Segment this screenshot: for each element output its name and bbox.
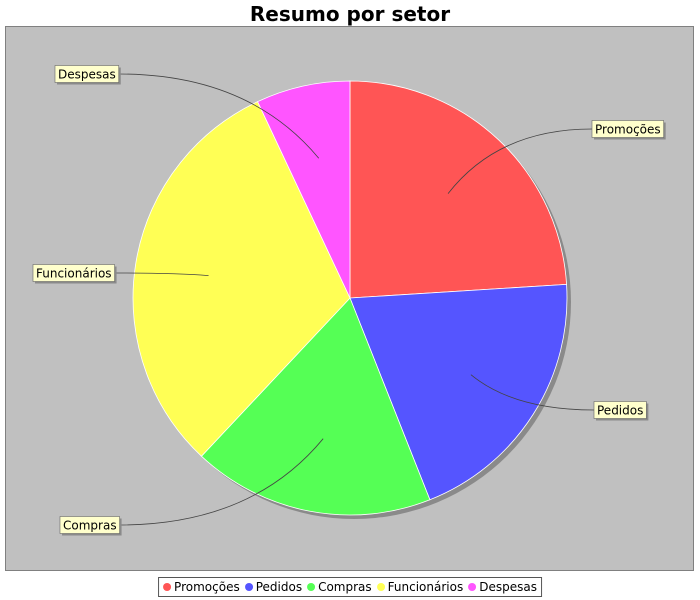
leader-line-promocoes (447, 128, 593, 194)
leader-line-funcionarios (114, 272, 209, 276)
slice-label-promocoes: Promoções (591, 120, 666, 140)
legend-label: Despesas (479, 580, 537, 594)
legend-item-compras: Compras (307, 580, 372, 594)
slice-label-box (591, 120, 664, 138)
pie-slice-promocoes (349, 80, 567, 299)
leader-line-despesas (118, 73, 320, 159)
legend-swatch (244, 583, 253, 591)
pie-labels: Promoções Pedidos Compras Funcionários Despe… (32, 65, 666, 536)
slice-label-text: Compras (63, 519, 117, 533)
legend-item-despesas: Despesas (468, 580, 537, 594)
legend-label: Pedidos (255, 580, 303, 594)
legend: Promoções Pedidos Compras Funcionários Despe… (158, 577, 542, 597)
slice-label-despesas: Despesas (54, 65, 121, 85)
slice-label-box (32, 264, 115, 282)
legend-swatch (163, 583, 172, 591)
legend-label: Funcionários (387, 580, 464, 594)
legend-label: Compras (318, 580, 372, 594)
legend-swatch (307, 583, 316, 591)
slice-label-funcionarios: Funcionários (32, 264, 117, 284)
pie-slice-funcionarios (132, 101, 351, 457)
legend-label: Promoções (174, 580, 240, 594)
leader-line-pedidos (470, 374, 595, 411)
legend-item-pedidos: Pedidos (244, 580, 303, 594)
slice-label-text: Promoções (595, 123, 661, 137)
legend-item-funcionarios: Funcionários (376, 580, 464, 594)
legend-item-promocoes: Promoções (163, 580, 240, 594)
leader-line-compras (119, 438, 324, 526)
slice-label-compras: Compras (59, 516, 122, 536)
legend-swatch (376, 583, 385, 591)
slice-label-text: Despesas (58, 68, 116, 82)
slice-label-pedidos: Pedidos (593, 401, 649, 421)
slice-label-box (59, 516, 120, 534)
pie-slices (132, 80, 568, 516)
pie-slice-compras (200, 297, 431, 516)
chart-title: Resumo por setor (249, 2, 451, 26)
legend-swatch (468, 583, 477, 591)
slice-label-text: Funcionários (36, 267, 112, 281)
slice-label-box (593, 401, 647, 419)
slice-label-box (54, 65, 120, 83)
pie-slice-pedidos (349, 283, 568, 501)
slice-label-text: Pedidos (597, 404, 643, 418)
pie-slice-despesas (257, 80, 351, 299)
